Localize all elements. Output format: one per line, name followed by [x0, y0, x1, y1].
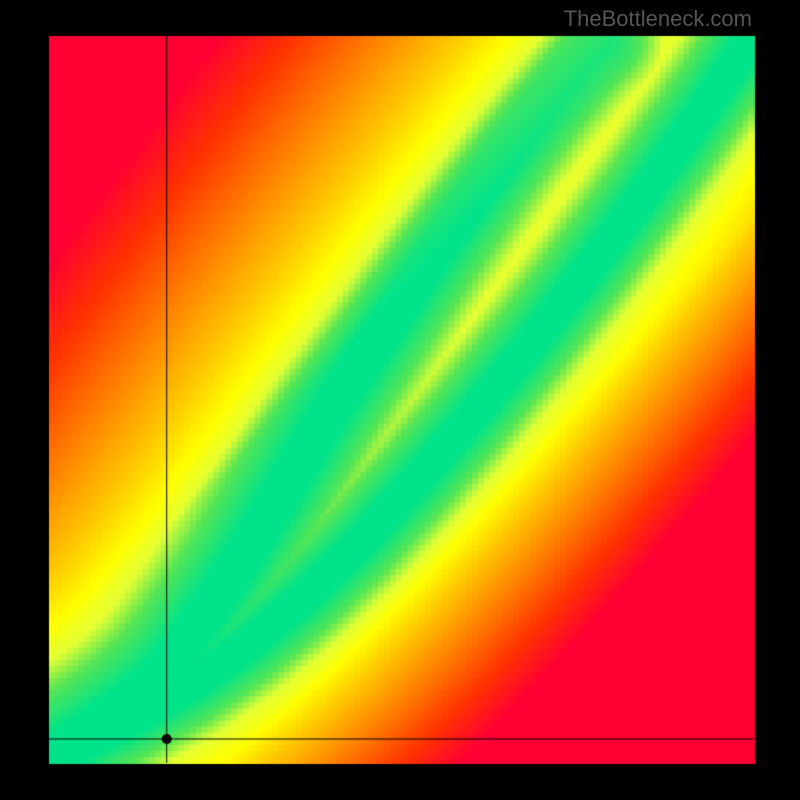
chart-container: TheBottleneck.com [0, 0, 800, 800]
watermark-text: TheBottleneck.com [564, 6, 752, 32]
bottleneck-heatmap [0, 0, 800, 800]
